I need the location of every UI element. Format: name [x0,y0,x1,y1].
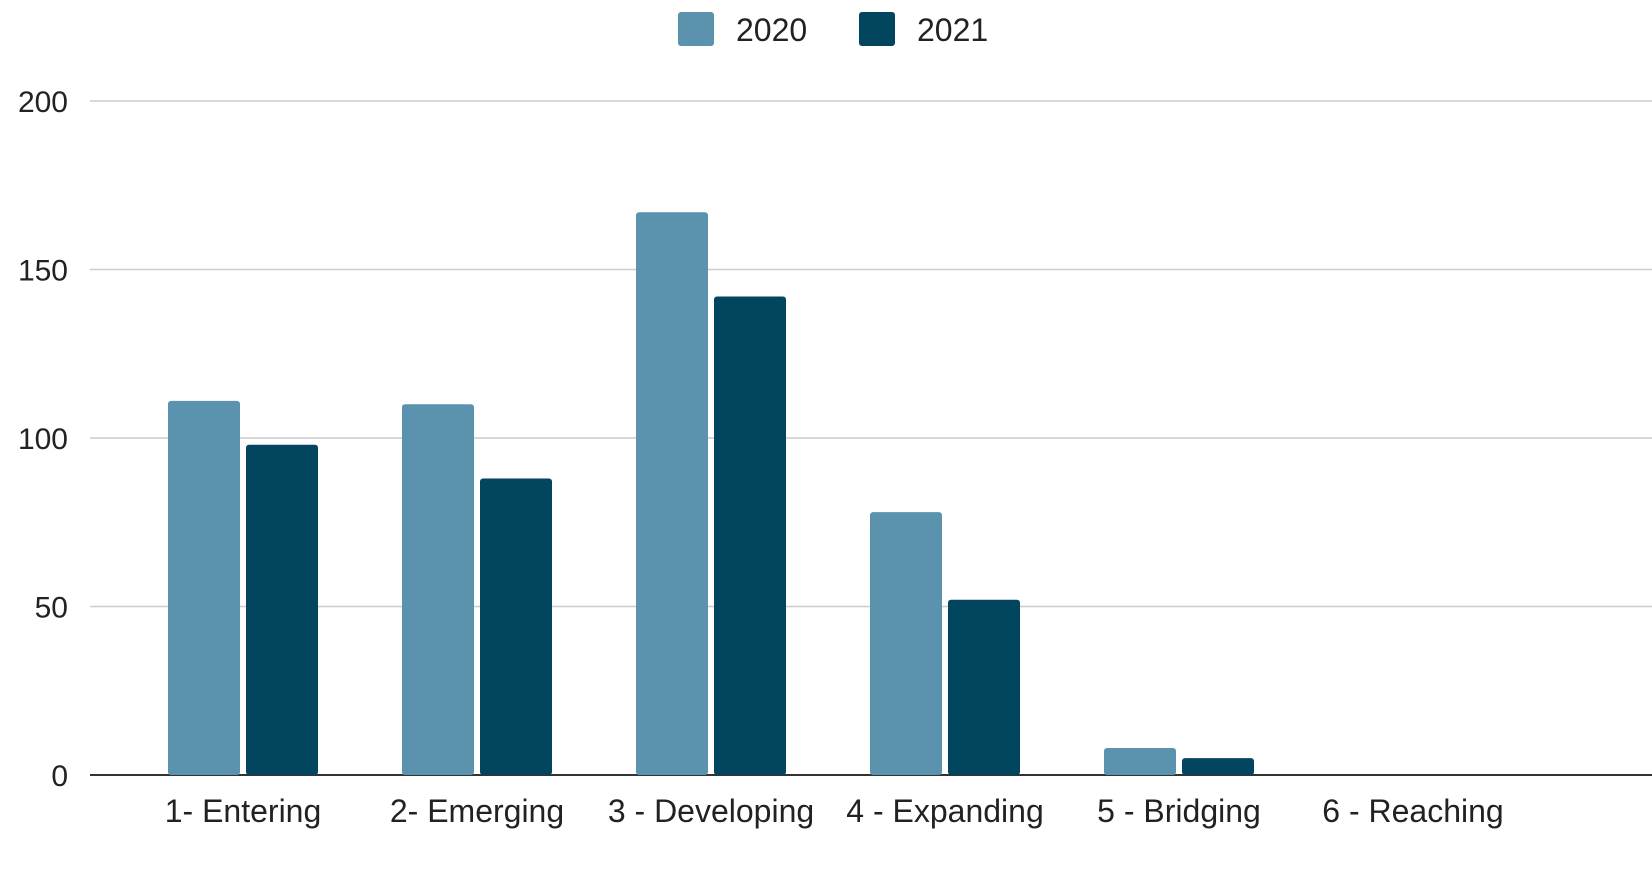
bar-2021 [714,296,786,775]
y-tick-label: 0 [51,760,68,793]
x-category-label: 5 - Bridging [1097,793,1261,829]
y-tick-label: 100 [18,423,68,456]
bar-2020 [870,512,942,775]
y-tick-label: 150 [18,255,68,288]
bar-2021 [948,599,1020,775]
x-category-label: 2- Emerging [390,793,564,829]
bar-2020 [402,404,474,775]
legend: 2020 2021 [678,12,988,48]
bar-2021 [1182,758,1254,775]
y-tick-label: 50 [35,592,68,625]
legend-label: 2020 [736,12,807,48]
y-tick-label: 200 [18,86,68,119]
bar-2020 [636,212,708,775]
x-category-label: 3 - Developing [608,793,814,829]
bar-2020 [1104,748,1176,775]
gridlines [90,100,1652,776]
x-category-label: 6 - Reaching [1322,793,1503,829]
x-category-label: 4 - Expanding [846,793,1043,829]
x-category-label: 1- Entering [165,793,322,829]
bar-2021 [246,444,318,775]
legend-swatch-2020 [678,12,714,46]
y-axis-tick-labels: 0 50 100 150 200 [18,86,68,793]
legend-label: 2021 [917,12,988,48]
bar-2020 [168,400,240,775]
x-axis-category-labels: 1- Entering 2- Emerging 3 - Developing 4 - … [165,793,1504,829]
legend-swatch-2021 [859,12,895,46]
bars [168,212,1254,775]
bar-2021 [480,478,552,775]
